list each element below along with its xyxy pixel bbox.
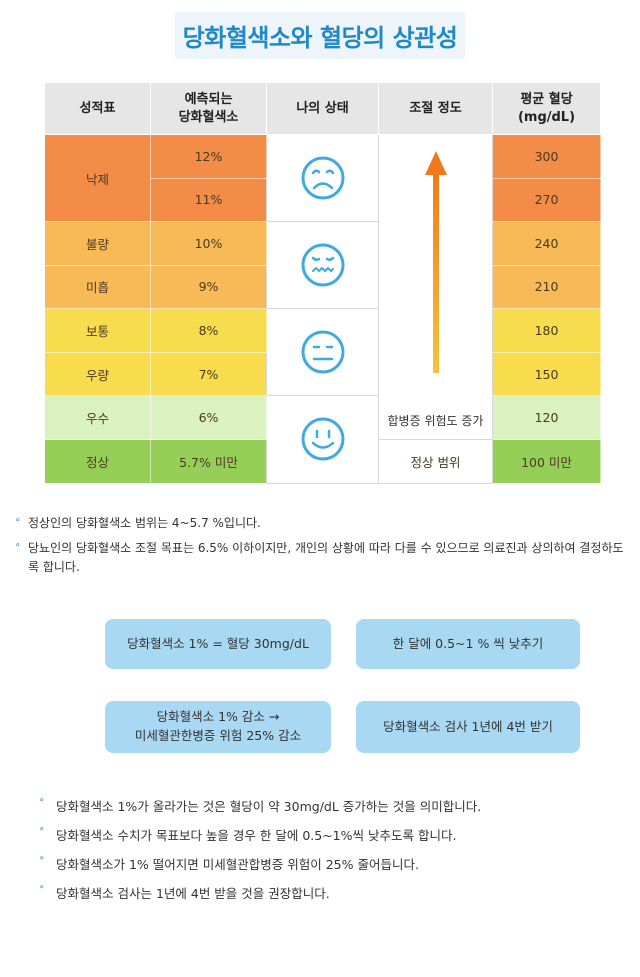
arrow-shaft <box>432 171 439 373</box>
grade-cell: 미흡 <box>44 264 151 310</box>
info-pill-risk-reduction: 당화혈색소 1% 감소 → 미세혈관한병증 위험 25% 감소 <box>105 701 331 753</box>
header-grade: 성적표 <box>44 82 151 135</box>
title-bar: 당화혈색소와 혈당의 상관성 <box>0 12 640 59</box>
status-cell <box>266 220 379 310</box>
bullet-icon: ⚬ <box>38 883 46 893</box>
table-header-row: 성적표 예측되는 당화혈색소 나의 상태 조절 정도 평균 혈당 (mg/dL) <box>44 82 601 135</box>
a1c-cell: 5.7% 미만 <box>150 439 267 484</box>
header-avg-glucose: 평균 혈당 (mg/dL) <box>492 82 601 135</box>
glucose-cell: 120 <box>492 395 601 440</box>
header-my-status: 나의 상태 <box>266 82 379 135</box>
status-cell <box>266 134 379 222</box>
bullet-icon: ⚬ <box>38 796 46 806</box>
info-pill-test-frequency: 당화혈색소 검사 1년에 4번 받기 <box>356 701 580 753</box>
table-row: 불량 10% 240 <box>44 220 601 310</box>
glucose-cell: 240 <box>492 221 601 266</box>
a1c-grade-table: 성적표 예측되는 당화혈색소 나의 상태 조절 정도 평균 혈당 (mg/dL) 낙… <box>44 82 601 484</box>
a1c-cell: 6% <box>150 395 267 440</box>
list-item: ⚬ 당화혈색소 1%가 올라가는 것은 혈당이 약 30mg/dL 증가하는 것을… <box>38 796 482 814</box>
glucose-cell: 210 <box>492 264 601 310</box>
a1c-cell: 7% <box>150 351 267 397</box>
grade-cell: 우수 <box>44 395 151 440</box>
grade-cell: 불량 <box>44 221 151 266</box>
smile-face-icon <box>301 417 344 461</box>
a1c-cell: 9% <box>150 264 267 310</box>
worried-face-icon <box>301 243 344 287</box>
table-row: 보통 8% 180 <box>44 308 601 397</box>
bullet-icon: ⚬ <box>38 854 46 864</box>
info-pill-monthly-target: 한 달에 0.5~1 % 씩 낮추기 <box>356 619 580 669</box>
table-row: 우수 6% 120 <box>44 395 601 484</box>
grade-cell: 보통 <box>44 308 151 353</box>
glucose-cell: 270 <box>492 177 601 222</box>
grade-cell: 우량 <box>44 351 151 397</box>
list-item: ⚬ 당화혈색소 검사는 1년에 4번 받을 것을 권장합니다. <box>38 883 330 901</box>
table-row: 낙제 12% 합병증 위험도 증가 300 <box>44 134 601 440</box>
list-item: ⚬ 당화혈색소가 1% 떨어지면 미세혈관합병증 위험이 25% 줄어듭니다. <box>38 854 419 872</box>
list-item: ⚬ 당화혈색소 수치가 목표보다 높을 경우 한 달에 0.5~1%씩 낮추도록 … <box>38 825 457 843</box>
table-row: 11% 270 <box>45 177 601 222</box>
bullet-icon: ⚬ <box>38 825 46 835</box>
normal-range-cell: 정상 범위 <box>378 439 493 484</box>
a1c-cell: 10% <box>150 221 267 266</box>
table-row: 우량 7% 150 <box>44 351 601 397</box>
notes-list: ⚬ 정상인의 당화혈색소 범위는 4~5.7 %입니다. ⚬ 당뇨인의 당화혈색소 … <box>14 514 626 584</box>
bullet-icon: ⚬ <box>14 516 22 526</box>
header-control-level: 조절 정도 <box>378 82 493 135</box>
glucose-cell: 100 미만 <box>492 439 601 484</box>
header-predicted-a1c: 예측되는 당화혈색소 <box>150 82 267 135</box>
info-pill-conversion: 당화혈색소 1% = 혈당 30mg/dL <box>105 619 331 669</box>
summary-list: ⚬ 당화혈색소 1%가 올라가는 것은 혈당이 약 30mg/dL 증가하는 것을… <box>38 796 618 912</box>
a1c-cell: 11% <box>150 177 267 222</box>
glucose-cell: 300 <box>492 134 601 179</box>
list-item: ⚬ 정상인의 당화혈색소 범위는 4~5.7 %입니다. <box>14 516 261 530</box>
grade-cell: 낙제 <box>44 134 151 222</box>
bullet-icon: ⚬ <box>14 541 22 552</box>
table-row: 정상 5.7% 미만 정상 범위 100 미만 <box>44 439 601 484</box>
sad-face-icon <box>301 156 344 200</box>
a1c-cell: 12% <box>150 134 267 179</box>
list-item: ⚬ 당뇨인의 당화혈색소 조절 목표는 6.5% 이하이지만, 개인의 상황에 따… <box>14 541 624 575</box>
page-title: 당화혈색소와 혈당의 상관성 <box>174 12 466 59</box>
a1c-cell: 8% <box>150 308 267 353</box>
status-cell <box>266 308 379 397</box>
grade-cell: 정상 <box>44 439 151 484</box>
status-cell <box>266 395 379 484</box>
glucose-cell: 180 <box>492 308 601 353</box>
control-cell: 합병증 위험도 증가 <box>378 134 493 440</box>
neutral-face-icon <box>301 330 344 374</box>
glucose-cell: 150 <box>492 351 601 397</box>
risk-increase-label: 합병증 위험도 증가 <box>387 414 484 428</box>
table-row: 미흡 9% 210 <box>44 264 601 310</box>
arrow-up-icon <box>424 151 447 175</box>
